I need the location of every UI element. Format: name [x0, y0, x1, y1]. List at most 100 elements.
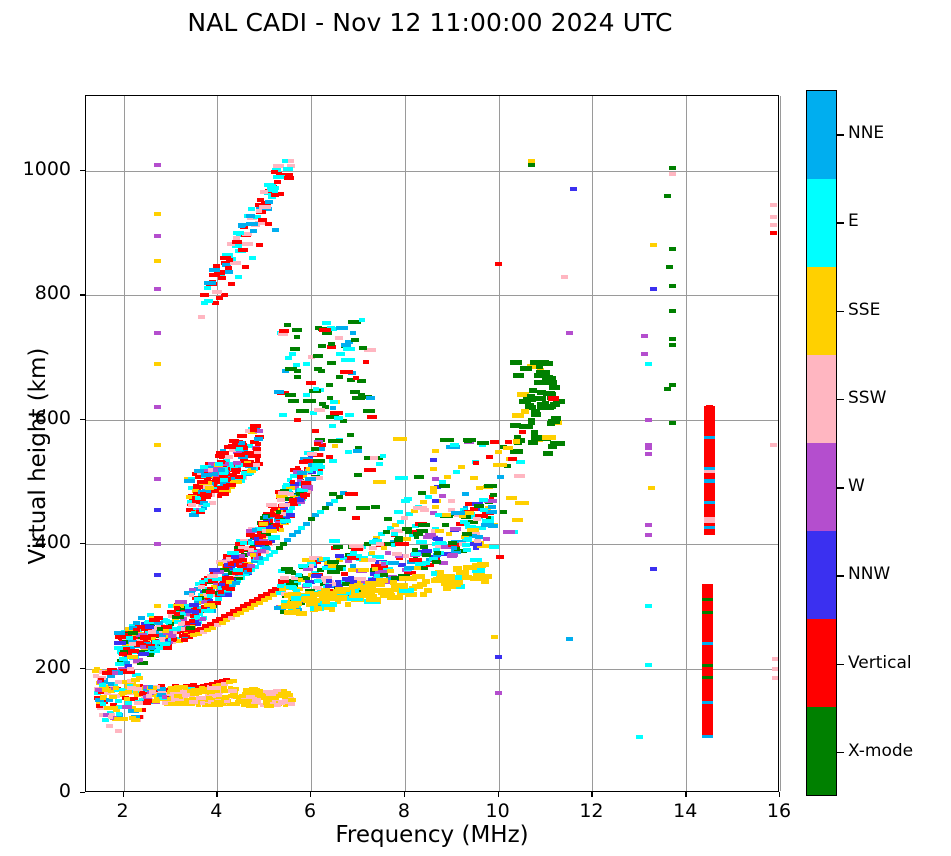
- scatter-point: [219, 567, 230, 572]
- scatter-point: [288, 398, 300, 403]
- scatter-point: [225, 611, 233, 616]
- scatter-point: [112, 685, 120, 690]
- scatter-point: [168, 634, 177, 638]
- scatter-point: [704, 449, 716, 455]
- scatter-point: [353, 472, 362, 477]
- scatter-point: [128, 630, 139, 635]
- scatter-point: [367, 557, 376, 562]
- scatter-point: [162, 645, 172, 650]
- scatter-point: [174, 606, 181, 610]
- scatter-point: [174, 694, 183, 699]
- scatter-point: [420, 508, 430, 513]
- scatter-point: [234, 274, 242, 279]
- scatter-point: [188, 696, 198, 701]
- scatter-point: [166, 610, 177, 615]
- scatter-point: [377, 532, 385, 537]
- scatter-point: [102, 671, 112, 676]
- scatter-point: [532, 396, 547, 402]
- scatter-point: [380, 545, 388, 550]
- colorbar[interactable]: [806, 90, 837, 796]
- scatter-point: [126, 636, 134, 641]
- scatter-point: [220, 260, 232, 265]
- scatter-point: [277, 579, 284, 584]
- scatter-point: [321, 602, 337, 608]
- scatter-point: [252, 564, 260, 569]
- scatter-point: [238, 452, 245, 457]
- colorbar-band-x-mode[interactable]: [807, 707, 836, 795]
- scatter-point: [204, 628, 212, 632]
- scatter-point: [272, 698, 278, 703]
- scatter-point: [702, 730, 714, 736]
- colorbar-band-vertical[interactable]: [807, 619, 836, 707]
- colorbar-band-nnw[interactable]: [807, 531, 836, 619]
- scatter-point: [204, 280, 217, 285]
- scatter-point: [236, 565, 244, 569]
- scatter-point: [312, 386, 319, 391]
- scatter-point: [769, 223, 777, 228]
- scatter-point: [702, 717, 714, 723]
- scatter-point: [342, 347, 355, 351]
- colorbar-band-e[interactable]: [807, 179, 836, 267]
- scatter-point: [163, 631, 173, 636]
- scatter-point: [369, 456, 378, 461]
- scatter-point: [102, 717, 110, 722]
- scatter-point: [231, 554, 240, 559]
- scatter-point: [645, 451, 653, 456]
- scatter-point: [153, 646, 159, 651]
- scatter-point: [149, 689, 157, 694]
- scatter-point: [103, 706, 111, 711]
- scatter-point: [188, 630, 195, 635]
- colorbar-band-sse[interactable]: [807, 267, 836, 355]
- scatter-point: [495, 655, 503, 660]
- scatter-point: [214, 596, 222, 601]
- scatter-point: [237, 443, 248, 448]
- scatter-point: [480, 578, 490, 584]
- scatter-point: [256, 600, 263, 605]
- scatter-point: [704, 452, 716, 458]
- scatter-point: [195, 474, 202, 479]
- scatter-point: [457, 464, 465, 469]
- colorbar-band-w[interactable]: [807, 443, 836, 531]
- scatter-point: [194, 468, 204, 473]
- scatter-point: [304, 579, 316, 584]
- scatter-point: [668, 383, 676, 388]
- scatter-point: [175, 600, 187, 605]
- scatter-point: [251, 528, 257, 533]
- colorbar-band-ssw[interactable]: [807, 355, 836, 443]
- scatter-point: [353, 588, 366, 593]
- scatter-point: [664, 386, 671, 391]
- scatter-point: [250, 543, 258, 548]
- scatter-point: [452, 565, 462, 571]
- scatter-point: [224, 455, 234, 460]
- scatter-point: [177, 697, 189, 702]
- scatter-point: [370, 582, 386, 588]
- scatter-point: [267, 185, 279, 190]
- scatter-point: [284, 323, 292, 327]
- scatter-point: [702, 661, 714, 667]
- scatter-point: [247, 206, 255, 211]
- scatter-point: [412, 574, 426, 580]
- scatter-point: [478, 498, 489, 503]
- scatter-point: [227, 686, 233, 691]
- scatter-point: [194, 496, 202, 501]
- scatter-point: [327, 563, 337, 568]
- scatter-point: [515, 459, 525, 464]
- scatter-point: [119, 652, 128, 657]
- scatter-point: [256, 560, 264, 565]
- scatter-point: [326, 454, 334, 459]
- scatter-point: [477, 563, 486, 569]
- scatter-point: [357, 567, 369, 572]
- scatter-point: [278, 569, 291, 574]
- scatter-point: [225, 482, 237, 487]
- scatter-point: [221, 252, 234, 257]
- scatter-point: [635, 735, 643, 739]
- scatter-point: [432, 553, 441, 558]
- scatter-point: [398, 563, 407, 568]
- scatter-point: [335, 352, 345, 357]
- scatter-point: [157, 684, 165, 688]
- scatter-point: [144, 650, 156, 655]
- scatter-point: [275, 591, 286, 596]
- scatter-point: [146, 694, 152, 698]
- colorbar-band-nne[interactable]: [807, 91, 836, 179]
- scatter-point: [702, 633, 714, 639]
